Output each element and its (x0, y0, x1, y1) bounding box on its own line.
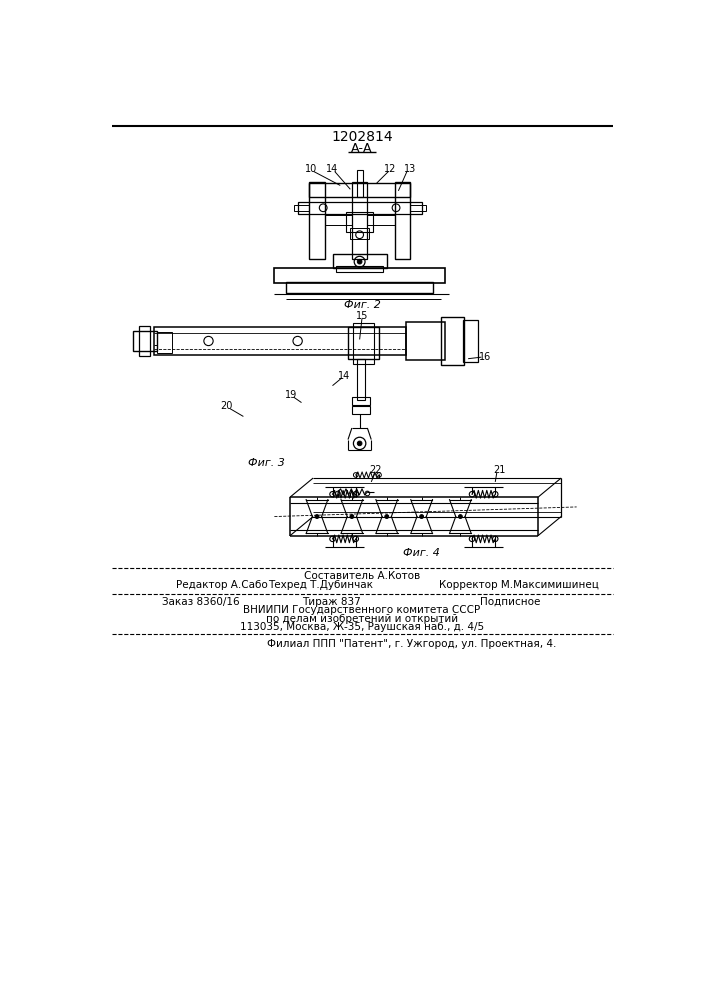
Bar (352, 182, 368, 259)
Text: Составитель А.Котов: Составитель А.Котов (304, 571, 420, 581)
Text: 14: 14 (338, 371, 350, 381)
Text: Тираж 837: Тираж 837 (302, 597, 361, 607)
Text: Фиг. 2: Фиг. 2 (344, 300, 380, 310)
Bar (357, 359, 365, 400)
Bar (274, 268, 445, 283)
Circle shape (357, 259, 362, 264)
Text: 16: 16 (479, 352, 491, 362)
Text: 113035, Москва, Ж-35, Раушская наб., д. 4/5: 113035, Москва, Ж-35, Раушская наб., д. … (240, 622, 484, 632)
Bar (332, 254, 387, 268)
Bar (154, 327, 406, 355)
Text: Заказ 8360/16: Заказ 8360/16 (162, 597, 240, 607)
Bar (441, 317, 464, 365)
Circle shape (350, 515, 354, 518)
Text: 14: 14 (327, 164, 339, 174)
Text: Фиг. 4: Фиг. 4 (403, 548, 440, 558)
Bar (356, 170, 363, 197)
Circle shape (385, 515, 389, 518)
Bar (351, 228, 369, 239)
Bar (309, 183, 410, 197)
Circle shape (458, 515, 462, 518)
Bar (395, 182, 410, 259)
Bar (462, 320, 478, 362)
Circle shape (420, 515, 423, 518)
Bar (139, 326, 151, 356)
Circle shape (315, 515, 319, 518)
Bar (293, 205, 309, 211)
Bar (410, 205, 426, 211)
Text: 20: 20 (220, 401, 233, 411)
Text: 15: 15 (356, 311, 368, 321)
Text: 10: 10 (305, 164, 317, 174)
Bar (298, 202, 421, 214)
Text: 12: 12 (385, 164, 397, 174)
Text: ВНИИПИ Государственного комитета СССР: ВНИИПИ Государственного комитета СССР (243, 605, 481, 615)
Bar (346, 212, 373, 232)
Bar (352, 397, 370, 405)
Bar (286, 282, 433, 293)
Bar (134, 331, 156, 351)
Bar (156, 332, 172, 353)
Bar (348, 327, 379, 359)
Bar (309, 182, 325, 259)
Text: 1202814: 1202814 (331, 130, 393, 144)
Text: Подписное: Подписное (480, 597, 540, 607)
Text: 22: 22 (369, 465, 381, 475)
Text: Редактор А.Сабо: Редактор А.Сабо (176, 580, 268, 590)
Text: Фиг. 3: Фиг. 3 (248, 458, 285, 468)
Bar (352, 406, 370, 414)
Text: Корректор М.Максимишинец: Корректор М.Максимишинец (438, 580, 598, 590)
Circle shape (357, 441, 362, 446)
Text: 13: 13 (404, 164, 416, 174)
Bar (354, 323, 373, 364)
Text: Техред Т.Дубинчак: Техред Т.Дубинчак (269, 580, 373, 590)
Text: 19: 19 (286, 390, 298, 400)
Text: Филиал ППП "Патент", г. Ужгород, ул. Проектная, 4.: Филиал ППП "Патент", г. Ужгород, ул. Про… (267, 639, 556, 649)
Bar (337, 266, 383, 272)
Bar (406, 322, 445, 360)
Text: 21: 21 (493, 465, 506, 475)
Text: по делам изобретений и открытий: по делам изобретений и открытий (266, 614, 458, 624)
Text: А-А: А-А (351, 142, 373, 155)
